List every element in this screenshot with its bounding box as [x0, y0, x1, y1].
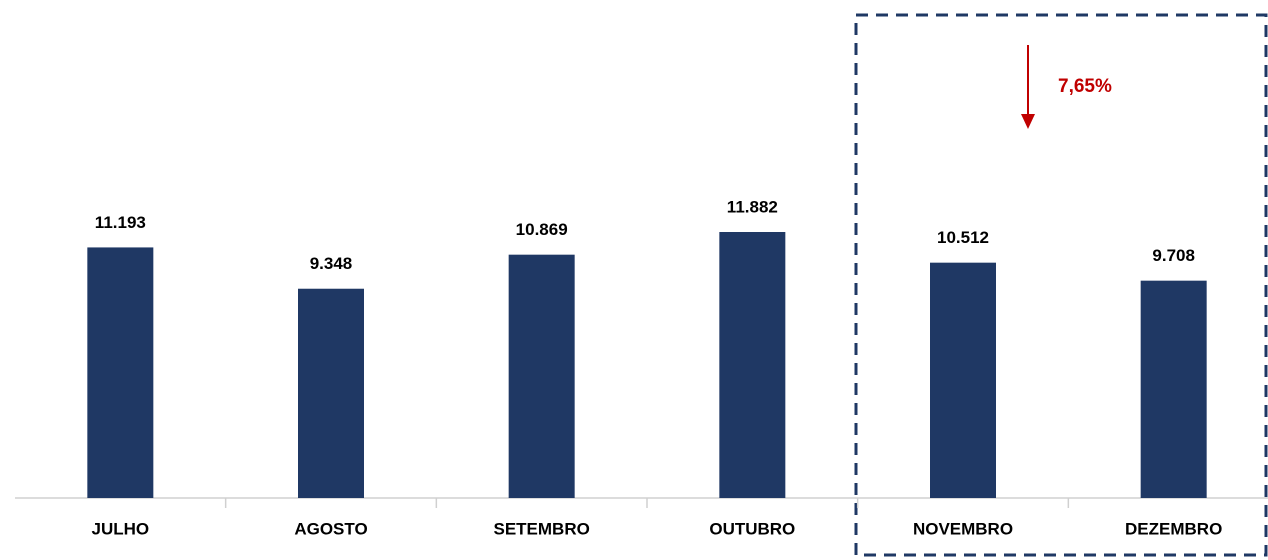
- x-tick-label: SETEMBRO: [493, 519, 589, 538]
- value-label: 11.882: [727, 197, 778, 216]
- bar: [298, 288, 364, 498]
- annotation: 7,65%: [1058, 76, 1112, 97]
- highlight-box: [854, 13, 1268, 557]
- bar: [87, 247, 154, 498]
- value-label: 9.348: [310, 254, 353, 273]
- bar: [719, 232, 786, 498]
- bar: [930, 262, 996, 498]
- value-label: 10.869: [516, 220, 568, 239]
- bar: [508, 254, 575, 498]
- x-tick-label: JULHO: [92, 519, 150, 538]
- value-label: 9.708: [1152, 246, 1195, 265]
- annotation-arrowhead: [1021, 114, 1035, 129]
- x-tick-label: AGOSTO: [294, 519, 367, 538]
- x-tick-label: OUTUBRO: [709, 519, 795, 538]
- x-tick-label: DEZEMBRO: [1125, 519, 1222, 538]
- value-label: 10.512: [937, 228, 989, 247]
- value-label: 11.193: [95, 213, 146, 232]
- bar: [1140, 280, 1207, 498]
- x-tick-label: NOVEMBRO: [913, 519, 1013, 538]
